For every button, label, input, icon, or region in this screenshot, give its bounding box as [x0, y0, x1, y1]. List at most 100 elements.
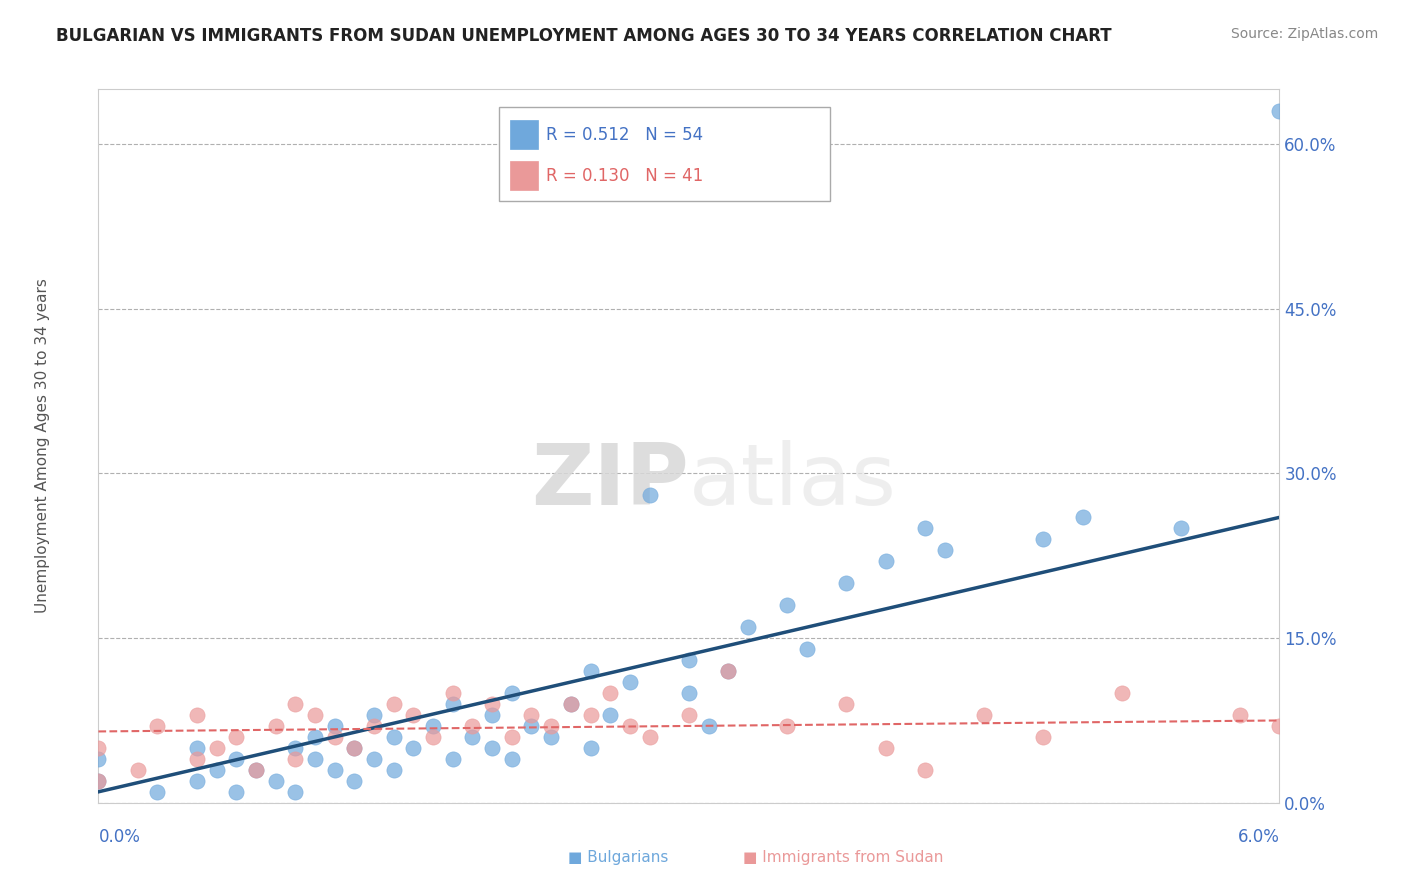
- Point: [619, 719, 641, 733]
- Point: [127, 763, 149, 777]
- Point: [1111, 686, 1133, 700]
- Point: [205, 740, 228, 755]
- Point: [87, 740, 110, 755]
- Point: [284, 785, 307, 799]
- Point: [540, 719, 562, 733]
- Point: [1071, 510, 1094, 524]
- Text: R = 0.512   N = 54: R = 0.512 N = 54: [546, 126, 703, 144]
- Point: [245, 763, 267, 777]
- Point: [875, 554, 897, 568]
- Point: [501, 730, 523, 744]
- Point: [343, 740, 366, 755]
- Point: [1268, 719, 1291, 733]
- Point: [441, 686, 464, 700]
- Point: [914, 763, 936, 777]
- Point: [363, 752, 385, 766]
- Point: [1268, 104, 1291, 119]
- Y-axis label: Unemployment Among Ages 30 to 34 years: Unemployment Among Ages 30 to 34 years: [35, 278, 51, 614]
- Point: [776, 598, 799, 612]
- Point: [422, 730, 444, 744]
- Point: [638, 730, 661, 744]
- Point: [717, 664, 740, 678]
- Point: [87, 773, 110, 788]
- Point: [520, 708, 543, 723]
- Point: [560, 697, 582, 711]
- Point: [363, 719, 385, 733]
- Point: [422, 719, 444, 733]
- Point: [264, 773, 287, 788]
- Point: [934, 543, 956, 558]
- Point: [402, 740, 425, 755]
- Point: [304, 752, 326, 766]
- Point: [481, 740, 503, 755]
- Point: [520, 719, 543, 733]
- Point: [835, 697, 858, 711]
- Point: [402, 708, 425, 723]
- Text: BULGARIAN VS IMMIGRANTS FROM SUDAN UNEMPLOYMENT AMONG AGES 30 TO 34 YEARS CORREL: BULGARIAN VS IMMIGRANTS FROM SUDAN UNEMP…: [56, 27, 1112, 45]
- Text: ZIP: ZIP: [531, 440, 689, 524]
- Text: atlas: atlas: [689, 440, 897, 524]
- Point: [225, 752, 247, 766]
- Point: [186, 752, 208, 766]
- Point: [205, 763, 228, 777]
- Point: [461, 719, 484, 733]
- Point: [1229, 708, 1251, 723]
- Text: R = 0.130   N = 41: R = 0.130 N = 41: [546, 167, 703, 185]
- Point: [264, 719, 287, 733]
- Point: [560, 697, 582, 711]
- Point: [323, 730, 346, 744]
- Point: [323, 763, 346, 777]
- Point: [501, 752, 523, 766]
- Point: [678, 653, 700, 667]
- Point: [481, 697, 503, 711]
- Point: [835, 576, 858, 591]
- Text: Source: ZipAtlas.com: Source: ZipAtlas.com: [1230, 27, 1378, 41]
- Point: [343, 740, 366, 755]
- Point: [1032, 730, 1054, 744]
- Text: ■ Immigrants from Sudan: ■ Immigrants from Sudan: [744, 850, 943, 865]
- Point: [225, 785, 247, 799]
- Point: [304, 708, 326, 723]
- Point: [186, 708, 208, 723]
- Point: [284, 740, 307, 755]
- Point: [146, 719, 169, 733]
- Point: [343, 773, 366, 788]
- Point: [441, 697, 464, 711]
- Point: [875, 740, 897, 755]
- Point: [579, 740, 602, 755]
- Point: [87, 773, 110, 788]
- Point: [619, 675, 641, 690]
- Text: 0.0%: 0.0%: [98, 828, 141, 846]
- Point: [363, 708, 385, 723]
- Point: [796, 642, 818, 657]
- Point: [382, 697, 405, 711]
- Point: [245, 763, 267, 777]
- Point: [304, 730, 326, 744]
- Text: ■ Bulgarians: ■ Bulgarians: [568, 850, 669, 865]
- Point: [441, 752, 464, 766]
- Point: [146, 785, 169, 799]
- Point: [1032, 533, 1054, 547]
- Point: [382, 763, 405, 777]
- Point: [599, 708, 621, 723]
- Point: [737, 620, 759, 634]
- Point: [638, 488, 661, 502]
- Point: [717, 664, 740, 678]
- Point: [1170, 521, 1192, 535]
- Point: [776, 719, 799, 733]
- Point: [501, 686, 523, 700]
- Point: [697, 719, 720, 733]
- Text: 6.0%: 6.0%: [1237, 828, 1279, 846]
- Point: [186, 740, 208, 755]
- Point: [87, 752, 110, 766]
- Point: [599, 686, 621, 700]
- Point: [973, 708, 995, 723]
- Point: [284, 752, 307, 766]
- Point: [225, 730, 247, 744]
- Point: [284, 697, 307, 711]
- Point: [579, 664, 602, 678]
- Point: [540, 730, 562, 744]
- Point: [678, 686, 700, 700]
- Point: [914, 521, 936, 535]
- Point: [579, 708, 602, 723]
